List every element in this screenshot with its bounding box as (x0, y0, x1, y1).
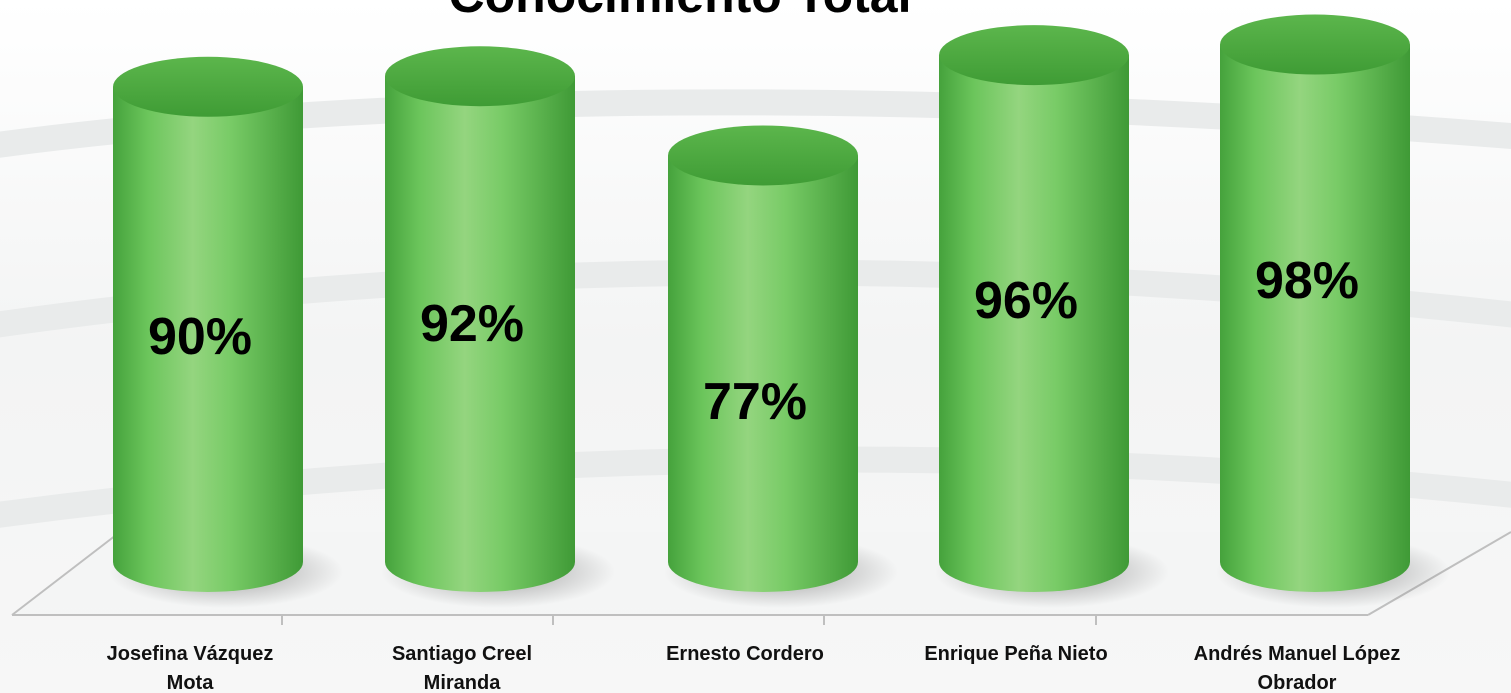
category-label: Ernesto Cordero (666, 643, 824, 665)
bar-top (939, 25, 1129, 86)
bar-2 (381, 46, 615, 608)
bar-5 (1216, 14, 1450, 608)
bar-body (939, 55, 1129, 593)
category-label: Andrés Manuel López (1194, 643, 1401, 665)
bar-body (113, 86, 303, 593)
category-label: Josefina Vázquez (107, 643, 274, 665)
bar-body (385, 76, 575, 593)
category-label: Mota (167, 672, 215, 693)
value-label: 98% (1255, 252, 1359, 310)
value-label: 90% (148, 308, 252, 366)
bar-4 (935, 25, 1169, 608)
value-label: 77% (703, 373, 807, 431)
value-label: 96% (974, 272, 1078, 330)
value-label: 92% (420, 295, 524, 353)
chart-title: Conocimiento Total (449, 0, 912, 23)
bar-top (113, 56, 303, 117)
category-label: Obrador (1258, 672, 1337, 693)
category-label: Miranda (424, 672, 502, 693)
bar-top (1220, 14, 1410, 75)
bar-top (385, 46, 575, 107)
bar-body (1220, 44, 1410, 593)
bar-top (668, 125, 858, 186)
labels-layer: 90% Josefina Vázquez Mota 92% Santiago Creel… (107, 252, 1401, 693)
category-label: Santiago Creel (392, 643, 532, 665)
bar-1 (109, 56, 343, 608)
bar-body (668, 155, 858, 592)
bars-layer (109, 14, 1450, 608)
bar-3 (664, 125, 898, 608)
category-label: Enrique Peña Nieto (924, 643, 1107, 665)
